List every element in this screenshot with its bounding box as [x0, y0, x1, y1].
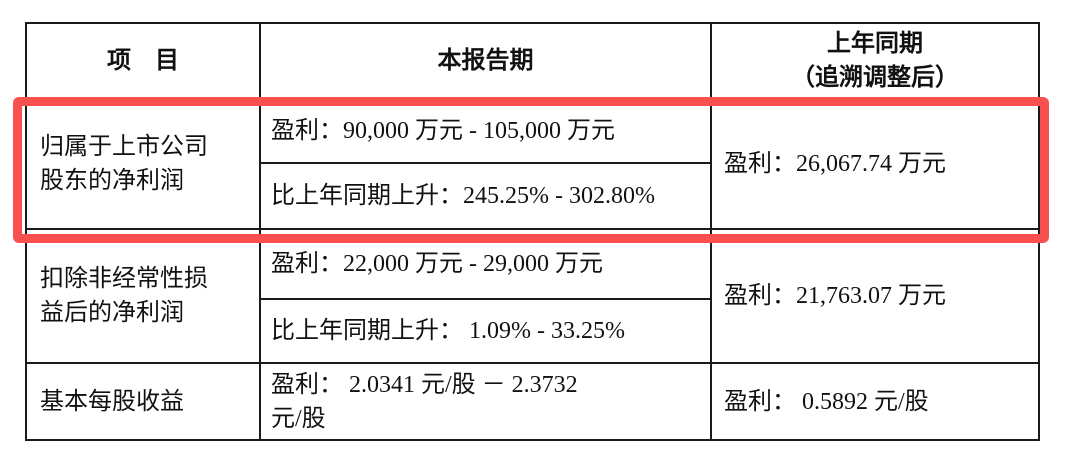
current-profit-cell-net-profit: 盈利：90,000 万元 - 105,000 万元: [259, 98, 712, 164]
prior-cell-deducted-net-profit: 盈利：21,763.07 万元: [710, 228, 1040, 364]
table-header-row: 项 目 本报告期 上年同期 （追溯调整后）: [25, 22, 1040, 100]
table-row: 比上年同期上升：245.25% - 302.80%: [26, 162, 1039, 230]
prior-cell-net-profit: 盈利：26,067.74 万元: [710, 98, 1040, 230]
current-change-cell-deducted-net-profit: 比上年同期上升： 1.09% - 33.25%: [259, 298, 712, 364]
current-change-cell-net-profit: 比上年同期上升：245.25% - 302.80%: [259, 162, 712, 230]
prior-cell-basic-eps: 盈利： 0.5892 元/股: [710, 362, 1040, 441]
item-cell-deducted-net-profit: 扣除非经常性损 益后的净利润: [25, 228, 261, 364]
table-row: 比上年同期上升： 1.09% - 33.25%: [26, 298, 1039, 364]
current-profit-cell-basic-eps: 盈利： 2.0341 元/股 － 2.3732 元/股: [259, 362, 712, 441]
header-cell-current-period: 本报告期: [259, 22, 712, 100]
table-row: 扣除非经常性损 益后的净利润 盈利：22,000 万元 - 29,000 万元 …: [25, 228, 1040, 364]
performance-forecast-table: 项 目 本报告期 上年同期 （追溯调整后） 归属于上市公司 股东的净利润 盈利：…: [25, 22, 1040, 441]
header-cell-item: 项 目: [25, 22, 261, 100]
current-profit-cell-deducted-net-profit: 盈利：22,000 万元 - 29,000 万元: [259, 228, 712, 300]
header-cell-prior-period: 上年同期 （追溯调整后）: [710, 22, 1040, 100]
item-cell-net-profit: 归属于上市公司 股东的净利润: [25, 98, 261, 230]
table-row: 基本每股收益 盈利： 2.0341 元/股 － 2.3732 元/股 盈利： 0…: [25, 362, 1040, 441]
item-cell-basic-eps: 基本每股收益: [25, 362, 261, 441]
table-row: 归属于上市公司 股东的净利润 盈利：90,000 万元 - 105,000 万元…: [25, 98, 1040, 230]
